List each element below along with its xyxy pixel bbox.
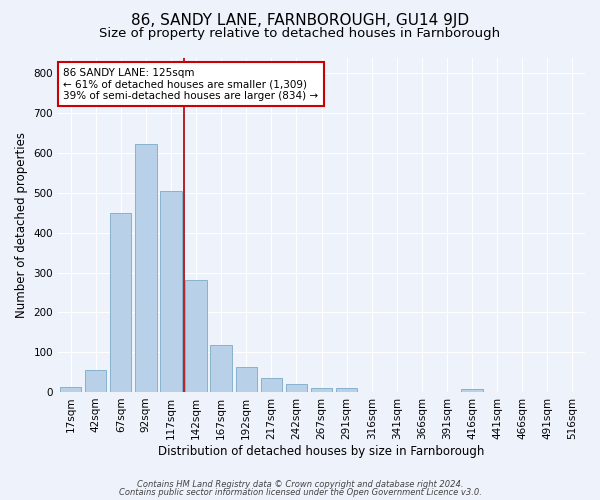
Bar <box>185 280 207 392</box>
Bar <box>60 387 81 392</box>
Bar <box>110 213 131 392</box>
Text: Contains public sector information licensed under the Open Government Licence v3: Contains public sector information licen… <box>119 488 481 497</box>
Bar <box>211 346 232 392</box>
Text: 86 SANDY LANE: 125sqm
← 61% of detached houses are smaller (1,309)
39% of semi-d: 86 SANDY LANE: 125sqm ← 61% of detached … <box>64 68 319 100</box>
Y-axis label: Number of detached properties: Number of detached properties <box>15 132 28 318</box>
Bar <box>336 388 357 392</box>
Text: 86, SANDY LANE, FARNBOROUGH, GU14 9JD: 86, SANDY LANE, FARNBOROUGH, GU14 9JD <box>131 12 469 28</box>
Bar <box>286 384 307 392</box>
Bar <box>85 370 106 392</box>
Bar <box>311 388 332 392</box>
Bar <box>260 378 282 392</box>
Bar <box>160 191 182 392</box>
Bar <box>236 368 257 392</box>
Bar <box>461 389 483 392</box>
Text: Size of property relative to detached houses in Farnborough: Size of property relative to detached ho… <box>100 28 500 40</box>
X-axis label: Distribution of detached houses by size in Farnborough: Distribution of detached houses by size … <box>158 444 485 458</box>
Text: Contains HM Land Registry data © Crown copyright and database right 2024.: Contains HM Land Registry data © Crown c… <box>137 480 463 489</box>
Bar <box>135 144 157 392</box>
